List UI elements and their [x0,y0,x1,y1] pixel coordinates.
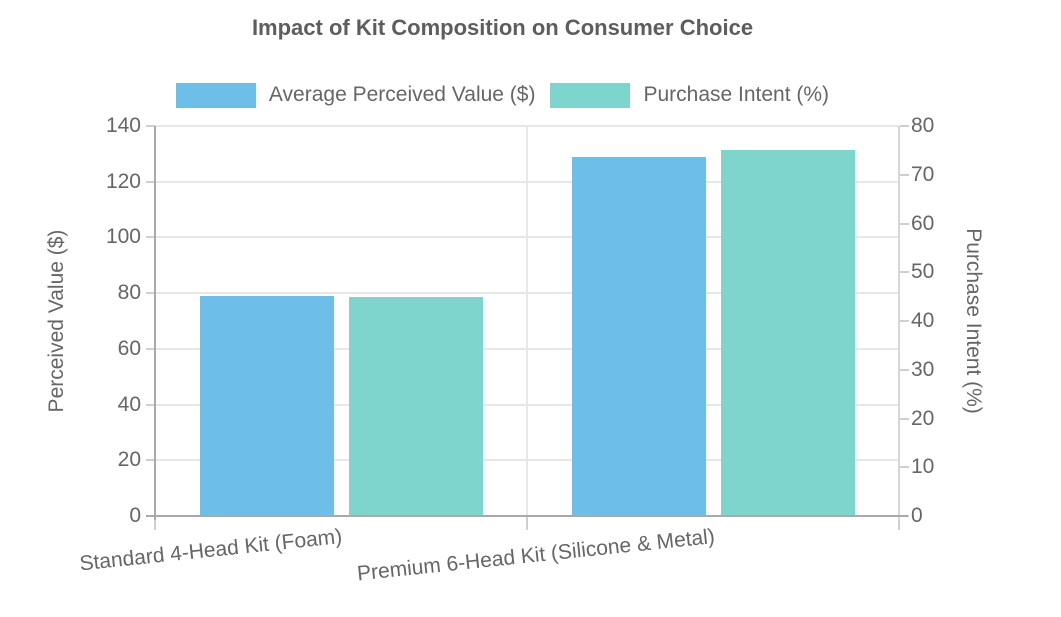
right-tick-label: 50 [911,260,935,284]
right-tick-mark [900,271,909,274]
category-label-0: Standard 4-Head Kit (Foam) [78,525,344,576]
legend-item-purchase-intent[interactable]: Purchase Intent (%) [550,82,830,108]
left-tick-label: 60 [117,336,141,360]
left-tick-label: 100 [105,225,141,249]
right-tick-label: 70 [911,162,935,186]
right-tick-mark [900,222,909,225]
right-tick-label: 40 [911,309,935,332]
legend-label: Average Perceived Value ($) [268,83,536,106]
legend-swatch-icon [550,82,631,108]
bottom-tick-mark [154,517,156,530]
left-tick-label: 0 [129,504,141,527]
left-tick-mark [146,236,155,239]
left-axis-title: Perceived Value ($) [45,229,68,413]
right-axis-title: Purchase Intent (%) [962,228,985,414]
right-tick-label: 60 [911,211,935,235]
category-label-1: Premium 6-Head Kit (Silicone & Metal) [355,525,716,586]
left-tick-mark [146,292,155,295]
left-tick-mark [146,180,155,183]
left-tick-mark [146,459,155,462]
legend-label: Purchase Intent (%) [643,83,830,106]
bottom-axis-line [146,515,908,517]
legend: Average Perceived Value ($) Purchase Inte… [0,81,1005,109]
left-tick-label: 40 [117,392,141,416]
left-tick-mark [146,403,155,406]
right-tick-mark [900,466,909,469]
bottom-tick-mark [526,517,528,530]
bar-value-1[interactable] [571,156,706,515]
left-tick-label: 120 [105,169,141,193]
right-tick-label: 10 [911,455,935,479]
right-tick-mark [900,173,909,176]
legend-swatch-icon [175,82,256,108]
left-tick-label: 20 [117,448,141,472]
bottom-tick-mark [898,517,900,530]
right-tick-label: 30 [911,357,935,381]
right-tick-label: 0 [911,504,923,527]
right-tick-mark [900,417,909,420]
right-tick-mark [900,320,909,322]
chart-title: Impact of Kit Composition on Consumer Ch… [251,15,754,40]
bar-intent-0[interactable] [348,296,483,515]
bar-intent-1[interactable] [720,150,855,515]
right-tick-mark [900,368,909,371]
legend-item-perceived-value[interactable]: Average Perceived Value ($) [175,82,536,108]
right-tick-label: 80 [911,114,935,137]
left-axis-line [154,126,156,520]
left-tick-mark [146,347,155,350]
right-axis-line [898,126,900,520]
category-gridline [526,126,528,516]
left-tick-label: 140 [105,114,141,137]
right-tick-label: 20 [911,406,935,430]
left-tick-mark [146,125,155,127]
bar-value-0[interactable] [199,295,334,515]
right-tick-mark [900,125,909,127]
left-tick-label: 80 [117,281,141,305]
